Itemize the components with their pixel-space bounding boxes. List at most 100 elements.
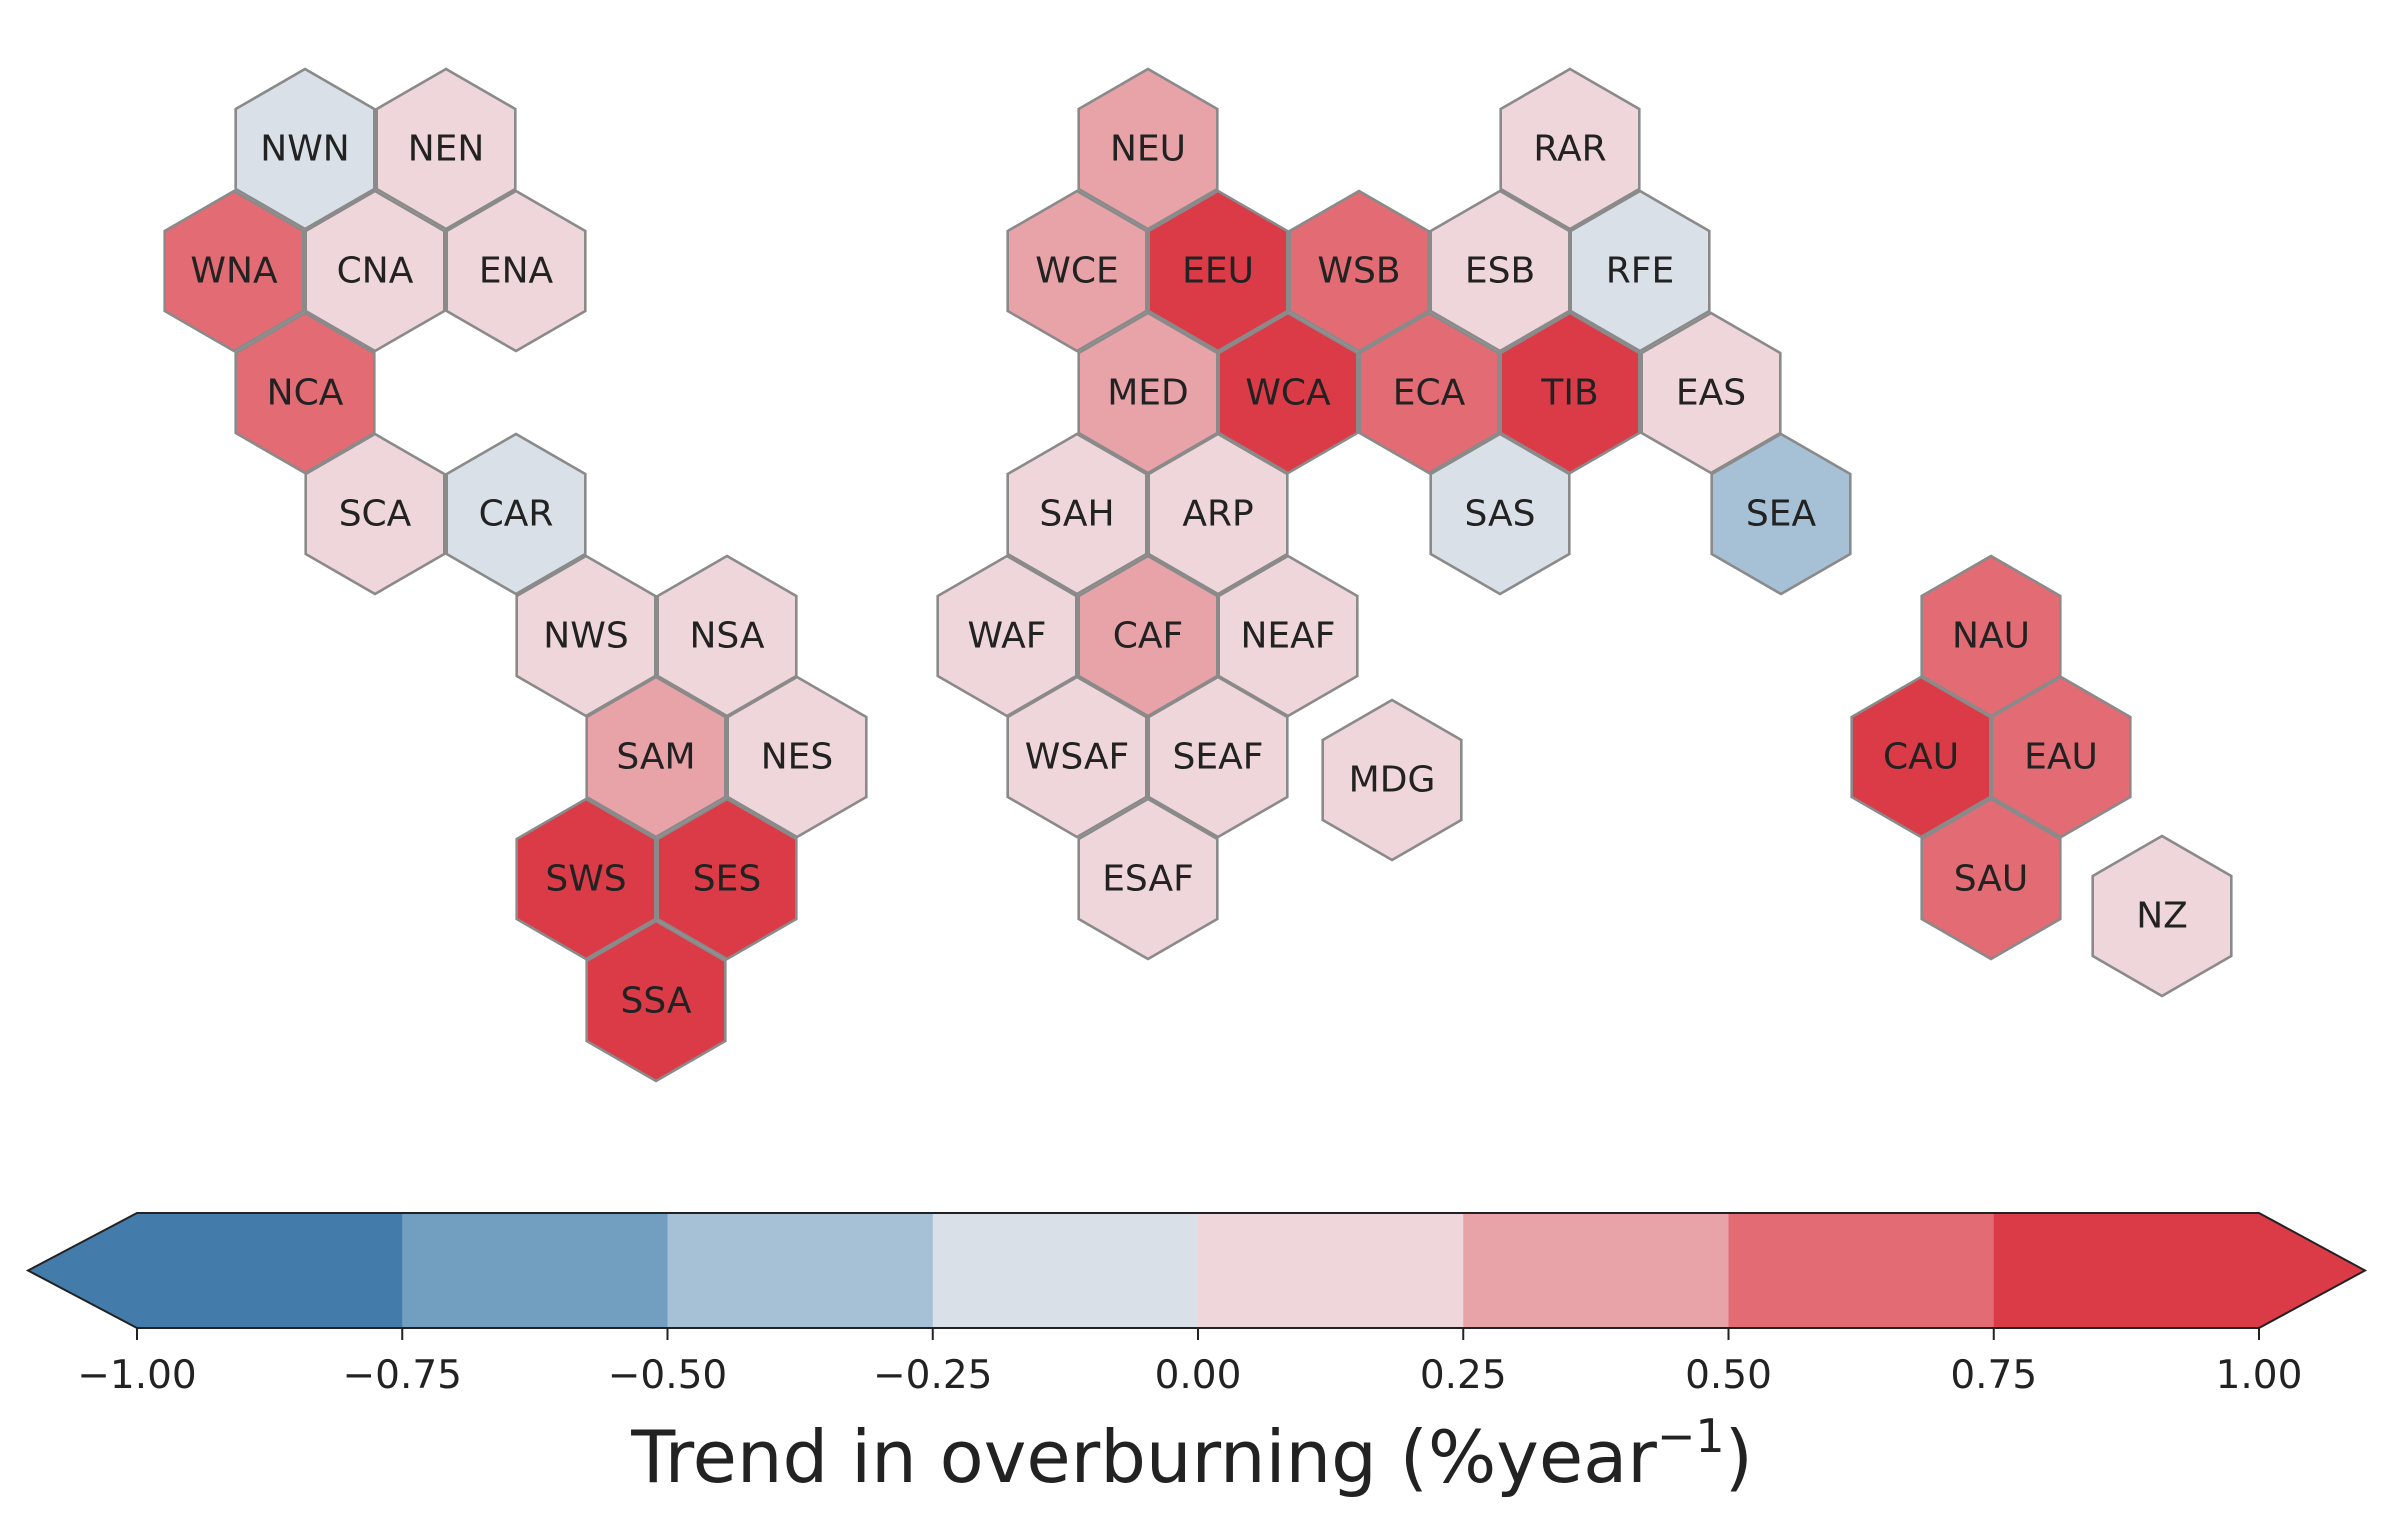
region-label: TIB — [1540, 373, 1598, 414]
region-hexagon — [1147, 189, 1289, 353]
colorbar-bin — [137, 1213, 403, 1328]
region-hexagon — [2091, 834, 2233, 998]
region-label: WNA — [190, 251, 278, 292]
region-hexagon — [1006, 189, 1148, 353]
region-hexagons: NWN NEN WNA CNA ENA NCA SCA CAR NWS NSA SAM NES SWS S… — [163, 67, 2233, 1083]
region-sam: SAM — [585, 675, 727, 839]
region-eeu: EEU — [1147, 189, 1289, 353]
region-hexagon — [375, 67, 517, 231]
region-label: SAS — [1465, 494, 1536, 535]
region-hexagon — [726, 675, 868, 839]
region-label: EAS — [1676, 373, 1746, 414]
region-label: SAM — [616, 737, 695, 778]
region-hexagon — [1710, 432, 1852, 596]
colorbar-tick-label: −0.75 — [342, 1353, 462, 1398]
colorbar-title-exponent: −1 — [1657, 1409, 1725, 1463]
colorbar-tick-label: −1.00 — [77, 1353, 197, 1398]
region-nau: NAU — [1920, 554, 2062, 718]
colorbar-tick-label: 0.75 — [1950, 1353, 2037, 1398]
region-tib: TIB — [1499, 311, 1641, 475]
region-nes: NES — [726, 675, 868, 839]
region-wna: WNA — [163, 189, 305, 353]
region-hexagon — [1920, 797, 2062, 961]
region-hexagon — [1321, 698, 1463, 862]
region-label: MDG — [1349, 760, 1436, 801]
region-label: NSA — [689, 616, 764, 657]
region-label: SAH — [1039, 494, 1114, 535]
region-nz: NZ — [2091, 834, 2233, 998]
region-eca: ECA — [1358, 311, 1500, 475]
region-rar: RAR — [1499, 67, 1641, 231]
region-label: NEAF — [1240, 616, 1335, 657]
colorbar-title: Trend in overburning (%year−1) — [630, 1409, 1753, 1499]
region-label: SEA — [1746, 494, 1817, 535]
region-eau: EAU — [1990, 675, 2132, 839]
colorbar-title-close: ) — [1725, 1415, 1753, 1499]
region-cna: CNA — [304, 189, 446, 353]
region-label: NWS — [543, 616, 628, 657]
region-hexagon — [234, 67, 376, 231]
region-hexagon — [585, 675, 727, 839]
region-label: ESB — [1465, 251, 1535, 292]
region-label: ECA — [1393, 373, 1466, 414]
region-sah: SAH — [1006, 432, 1148, 596]
colorbar-bin — [667, 1213, 934, 1328]
region-label: WSB — [1317, 251, 1400, 292]
region-ses: SES — [656, 797, 798, 961]
region-wsaf: WSAF — [1006, 675, 1148, 839]
region-label: NCA — [267, 373, 344, 414]
region-hexagon — [1358, 311, 1500, 475]
colorbar-bin — [1198, 1213, 1464, 1328]
region-rfe: RFE — [1569, 189, 1711, 353]
region-hexagon — [1569, 189, 1711, 353]
region-label: NZ — [2136, 896, 2188, 937]
region-hexagon — [445, 432, 587, 596]
region-hexagon — [1006, 675, 1148, 839]
region-sas: SAS — [1429, 432, 1571, 596]
region-neu: NEU — [1077, 67, 1219, 231]
region-label: NAU — [1952, 616, 2030, 657]
region-hexagon — [1147, 675, 1289, 839]
colorbar-bin — [402, 1213, 669, 1328]
colorbar-bin — [1993, 1213, 2260, 1328]
colorbar-extend-high — [2259, 1213, 2365, 1328]
region-hexagon — [1006, 432, 1148, 596]
region-nwn: NWN — [234, 67, 376, 231]
colorbar-tick-label: 0.25 — [1420, 1353, 1507, 1398]
colorbar: −1.00 −0.75 −0.50 −0.25 0.00 0.25 0.50 0.75 1.00 — [25, 1212, 2368, 1398]
colorbar-bin — [1463, 1213, 1730, 1328]
region-nen: NEN — [375, 67, 517, 231]
region-hexagon — [1147, 432, 1289, 596]
region-label: CAF — [1113, 616, 1183, 657]
colorbar-tick-label: 0.00 — [1155, 1353, 1242, 1398]
region-label: EEU — [1182, 251, 1254, 292]
region-label: SWS — [545, 859, 626, 900]
region-sca: SCA — [304, 432, 446, 596]
region-label: ESAF — [1102, 859, 1194, 900]
colorbar-title-main: Trend in overburning (%year — [630, 1415, 1657, 1499]
region-hexagon — [1077, 67, 1219, 231]
region-esb: ESB — [1429, 189, 1571, 353]
region-label: NES — [761, 737, 834, 778]
region-label: RFE — [1606, 251, 1674, 292]
region-hexagon — [515, 797, 657, 961]
region-caf: CAF — [1077, 554, 1219, 718]
region-wce: WCE — [1006, 189, 1148, 353]
region-label: CAU — [1883, 737, 1959, 778]
region-label: CNA — [337, 251, 414, 292]
region-hexagon — [656, 797, 798, 961]
region-label: CAR — [479, 494, 554, 535]
region-label: NEN — [408, 129, 485, 170]
region-sws: SWS — [515, 797, 657, 961]
region-label: NEU — [1110, 129, 1186, 170]
region-hexagon — [1077, 797, 1219, 961]
region-hexagon — [1990, 675, 2132, 839]
region-neaf: NEAF — [1217, 554, 1359, 718]
region-label: SSA — [621, 981, 692, 1022]
colorbar-bin — [932, 1213, 1199, 1328]
region-hexagon — [1850, 675, 1992, 839]
region-hexagon — [1288, 189, 1430, 353]
region-sau: SAU — [1920, 797, 2062, 961]
region-label: NWN — [260, 129, 349, 170]
region-mdg: MDG — [1321, 698, 1463, 862]
